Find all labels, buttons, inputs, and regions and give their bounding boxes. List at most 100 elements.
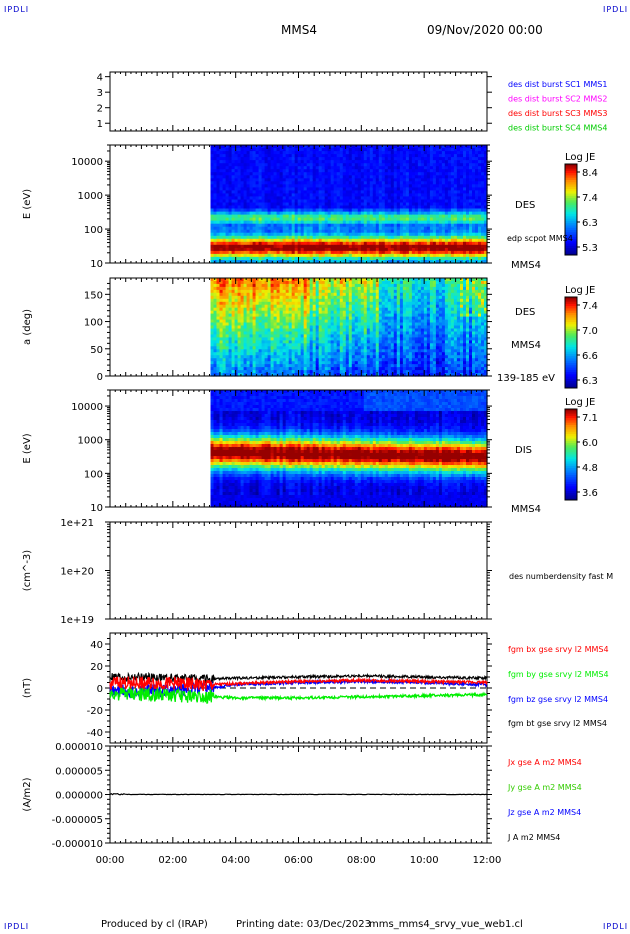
spectrogram-cell (357, 235, 362, 240)
spectrogram-cell (243, 313, 248, 318)
spectrogram-cell (414, 235, 419, 240)
spectrogram-cell (264, 151, 269, 155)
spectrogram-cell (339, 260, 344, 264)
spectrogram-cell (484, 223, 488, 228)
spectrogram-cell (288, 278, 293, 282)
spectrogram-cell (216, 148, 221, 152)
spectrogram-cell (294, 187, 299, 191)
spectrogram-cell (264, 295, 269, 300)
spectrogram-cell (237, 361, 242, 365)
spectrogram-cell (441, 199, 446, 204)
spectrogram-cell (321, 250, 326, 255)
spectrogram-cell (321, 145, 326, 149)
spectrogram-cell (408, 214, 413, 219)
spectrogram-cell (213, 286, 218, 291)
spectrogram-cell (303, 235, 308, 240)
spectrogram-cell (258, 310, 263, 315)
spectrogram-cell (456, 211, 461, 216)
spectrogram-cell (426, 184, 431, 188)
spectrogram-cell (417, 175, 422, 179)
spectrogram-cell (402, 154, 407, 158)
spectrogram-cell (378, 250, 383, 255)
spectrogram-cell (294, 304, 299, 309)
spectrogram-cell (450, 232, 455, 237)
spectrogram-cell (222, 283, 227, 288)
spectrogram-cell (240, 148, 245, 152)
spectrogram-cell (463, 151, 467, 155)
spectrogram-cell (444, 169, 449, 173)
spectrogram-cell (270, 151, 275, 155)
spectrogram-cell (447, 145, 452, 149)
spectrogram-cell (216, 260, 221, 264)
spectrogram-cell (267, 349, 272, 353)
spectrogram-cell (243, 154, 248, 158)
spectrogram-cell (252, 316, 257, 321)
spectrogram-cell (276, 346, 281, 350)
spectrogram-cell (472, 253, 476, 258)
spectrogram-cell (288, 355, 293, 359)
spectrogram-cell (342, 244, 347, 249)
spectrogram-cell (246, 208, 251, 213)
spectrogram-cell (273, 193, 278, 197)
spectrogram-cell (399, 220, 404, 225)
availability-y-tick-label: 2 (97, 104, 103, 115)
spectrogram-cell (426, 190, 431, 194)
spectrogram-cell (472, 178, 476, 182)
spectrogram-cell (249, 361, 254, 365)
spectrogram-cell (285, 355, 290, 359)
spectrogram-cell (384, 178, 389, 182)
spectrogram-cell (243, 256, 248, 261)
spectrogram-cell (456, 199, 461, 204)
spectrogram-cell (306, 166, 311, 170)
spectrogram-cell (225, 187, 230, 191)
spectrogram-cell (252, 151, 257, 155)
spectrogram-cell (285, 253, 290, 258)
spectrogram-cell (333, 247, 338, 252)
spectrogram-cell (258, 295, 263, 300)
spectrogram-cell (438, 145, 443, 149)
spectrogram-cell (324, 178, 329, 182)
spectrogram-cell (285, 361, 290, 365)
spectrogram-cell (300, 208, 305, 213)
spectrogram-cell (466, 199, 470, 204)
spectrogram-cell (297, 151, 302, 155)
spectrogram-cell (294, 364, 299, 368)
spectrogram-cell (273, 232, 278, 237)
spectrogram-cell (348, 253, 353, 258)
spectrogram-cell (228, 166, 233, 170)
spectrogram-cell (264, 202, 269, 207)
spectrogram-cell (466, 256, 470, 261)
spectrogram-cell (222, 281, 227, 285)
spectrogram-cell (276, 370, 281, 374)
spectrogram-cell (378, 160, 383, 164)
spectrogram-cell (312, 220, 317, 225)
spectrogram-cell (472, 169, 476, 173)
spectrogram-cell (463, 253, 467, 258)
spectrogram-cell (216, 241, 221, 246)
spectrogram-cell (402, 178, 407, 182)
spectrogram-cell (276, 260, 281, 264)
spectrogram-cell (216, 352, 221, 356)
spectrogram-cell (261, 208, 266, 213)
spectrogram-cell (228, 361, 233, 365)
spectrogram-cell (402, 190, 407, 194)
colorbar-cell (565, 184, 577, 188)
spectrogram-cell (276, 202, 281, 207)
spectrogram-cell (291, 364, 296, 368)
spectrogram-cell (478, 256, 482, 261)
spectrogram-cell (444, 187, 449, 191)
spectrogram-cell (273, 349, 278, 353)
spectrogram-cell (357, 157, 362, 161)
spectrogram-cell (213, 328, 218, 333)
spectrogram-cell (279, 181, 284, 185)
spectrogram-cell (270, 325, 275, 330)
spectrogram-cell (348, 187, 353, 191)
spectrogram-cell (453, 211, 458, 216)
spectrogram-cell (246, 313, 251, 318)
spectrogram-cell (466, 235, 470, 240)
spectrogram-cell (255, 178, 260, 182)
spectrogram-cell (438, 166, 443, 170)
spectrogram-cell (279, 208, 284, 213)
spectrogram-cell (478, 250, 482, 255)
spectrogram-cell (231, 157, 236, 161)
